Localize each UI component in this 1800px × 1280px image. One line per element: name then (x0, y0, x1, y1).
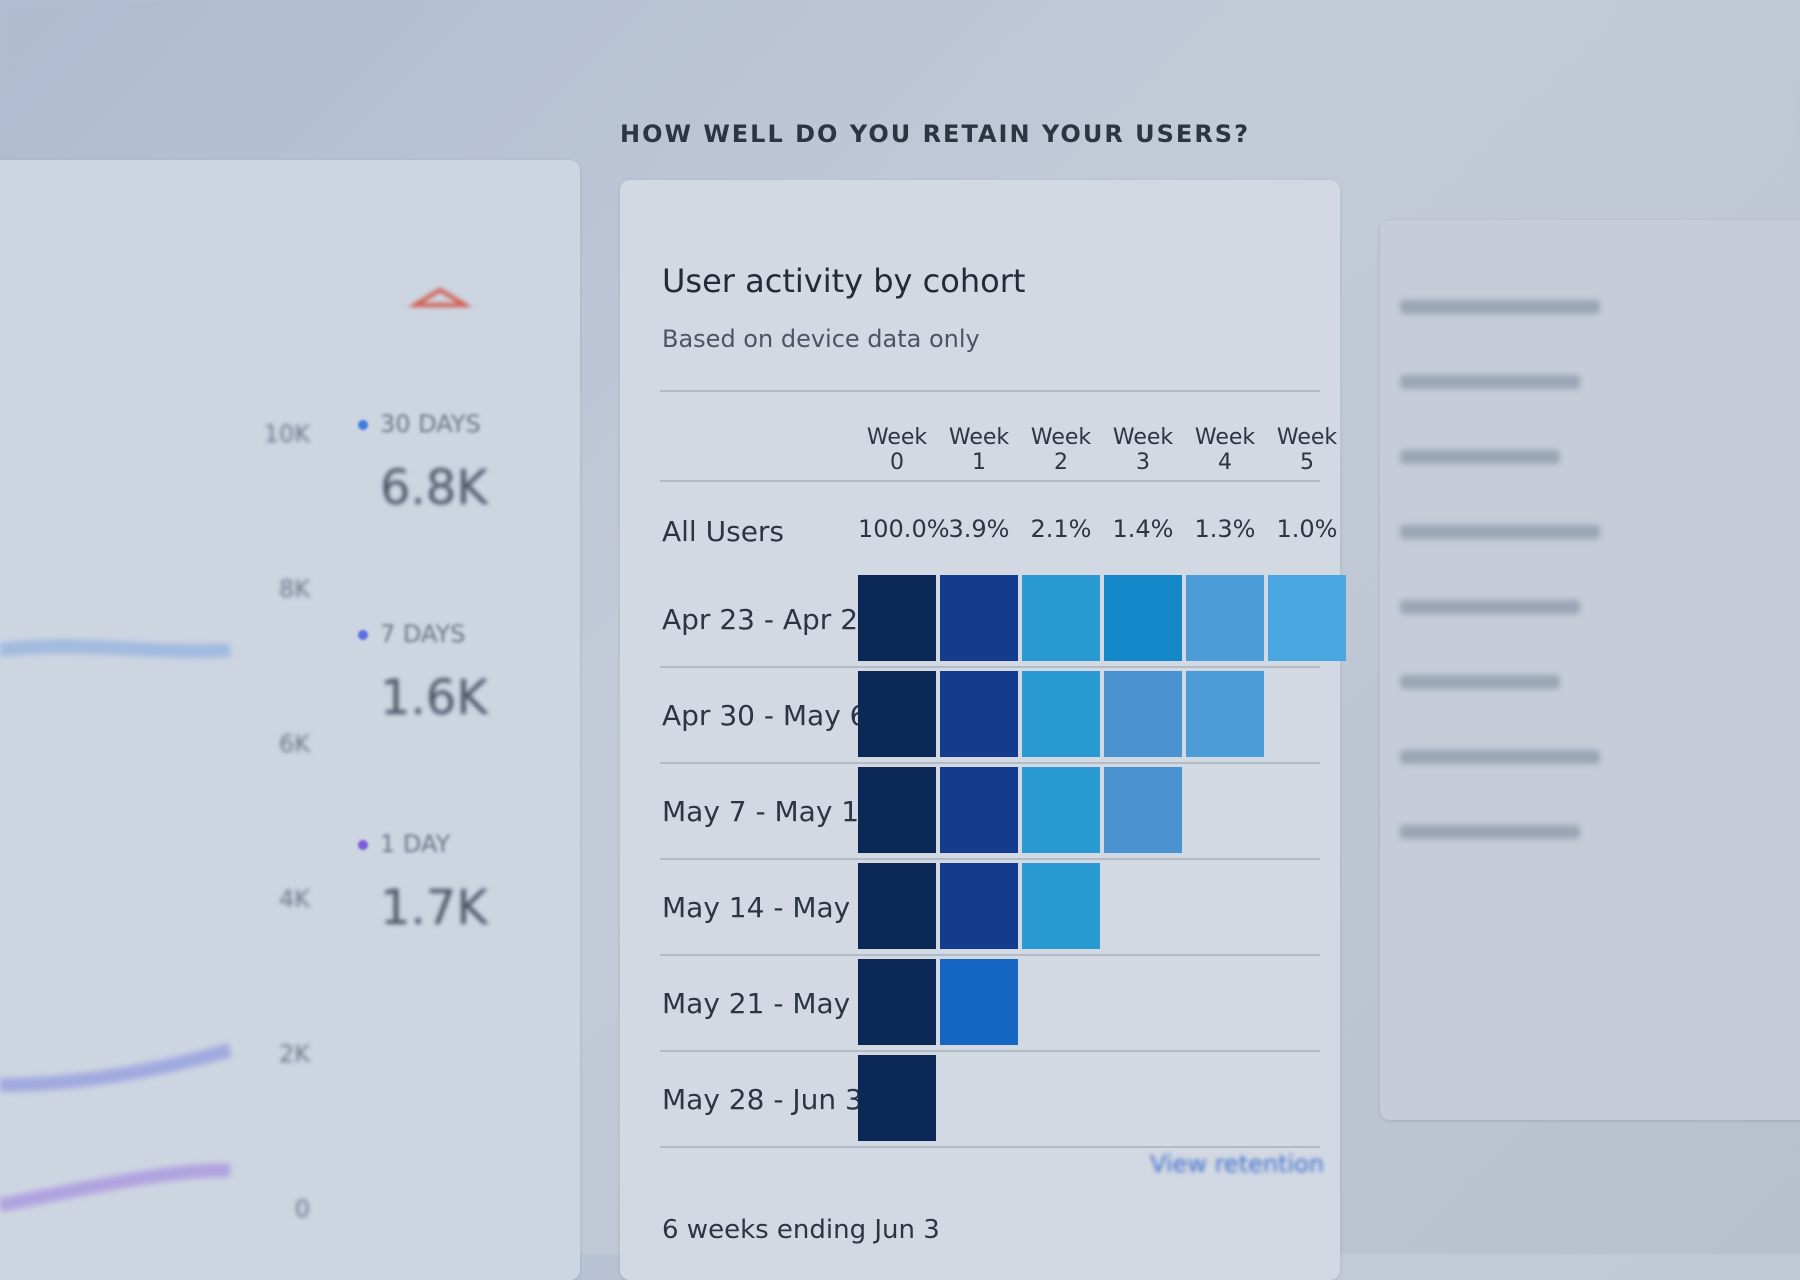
row-label: All Users (662, 515, 785, 548)
divider (660, 762, 1320, 764)
cohort-cell (940, 575, 1018, 661)
trend-line (0, 1163, 231, 1212)
y-tick-label: 6K (278, 730, 310, 758)
cohort-cell (1022, 767, 1100, 853)
y-tick-label: 4K (278, 885, 310, 913)
row-label: Apr 23 - Apr 29 (662, 603, 876, 636)
legend-value: 1.7K (380, 880, 488, 936)
placeholder-line (1400, 525, 1600, 539)
y-tick-label: 2K (278, 1040, 310, 1068)
cohort-cell (858, 767, 936, 853)
side-panel (1380, 220, 1800, 1120)
row-label: May 7 - May 13 (662, 795, 877, 828)
cohort-cell (858, 959, 936, 1045)
retention-value: 1.3% (1194, 515, 1256, 543)
divider (660, 1146, 1320, 1148)
placeholder-line (1400, 750, 1600, 764)
trend-lines (0, 287, 473, 1212)
section-heading: HOW WELL DO YOU RETAIN YOUR USERS? (620, 120, 1251, 148)
cohort-cell (858, 575, 936, 661)
card-title: User activity by cohort (662, 262, 1026, 300)
column-header: Week 5 (1276, 425, 1338, 475)
legend-dot (358, 630, 368, 640)
trend-line (0, 1043, 232, 1092)
placeholder-line (1400, 675, 1560, 689)
cohort-cell (1186, 671, 1264, 757)
placeholder-line (1400, 600, 1580, 614)
placeholder-line (1400, 300, 1600, 314)
legend-value: 1.6K (380, 670, 488, 726)
cohort-cell (1022, 863, 1100, 949)
row-label: Apr 30 - May 6 (662, 699, 868, 732)
retention-value: 100.0% (858, 515, 950, 543)
retention-value: 1.4% (1112, 515, 1174, 543)
card-subtitle: Based on device data only (662, 325, 980, 353)
column-header: Week 4 (1194, 425, 1256, 475)
placeholder-line (1400, 825, 1580, 839)
cohort-cell (858, 671, 936, 757)
cohort-cell (940, 671, 1018, 757)
legend-dot (358, 420, 368, 430)
legend-value: 6.8K (380, 460, 488, 516)
legend-dot (358, 840, 368, 850)
divider (660, 390, 1320, 392)
row-label: May 28 - Jun 3 (662, 1083, 863, 1116)
view-link[interactable]: View retention (1150, 1150, 1325, 1178)
divider (660, 1050, 1320, 1052)
legend-label: 7 DAYS (380, 620, 466, 648)
cohort-cell (1268, 575, 1346, 661)
cohort-cell (940, 959, 1018, 1045)
retention-value: 1.0% (1276, 515, 1338, 543)
y-tick-label: 0 (294, 1195, 310, 1223)
cohort-cell (940, 767, 1018, 853)
legend-label: 1 DAY (380, 830, 451, 858)
cohort-cell (1104, 575, 1182, 661)
y-tick-label: 10K (263, 420, 310, 448)
column-header: Week 0 (866, 425, 928, 475)
placeholder-line (1400, 450, 1560, 464)
cohort-cell (940, 863, 1018, 949)
y-tick-label: 8K (278, 575, 310, 603)
retention-value: 2.1% (1030, 515, 1092, 543)
divider (660, 666, 1320, 668)
cohort-cell (1104, 767, 1182, 853)
legend-label: 30 DAYS (380, 410, 481, 438)
divider (660, 954, 1320, 956)
cohort-cell (858, 1055, 936, 1141)
row-label: May 21 - May 27 (662, 987, 895, 1020)
retention-value: 3.9% (948, 515, 1010, 543)
row-label: May 14 - May 20 (662, 891, 895, 924)
cohort-cell (858, 863, 936, 949)
cohort-cell (1186, 575, 1264, 661)
alert-icon (407, 287, 473, 307)
cohort-cell (1104, 671, 1182, 757)
column-header: Week 1 (948, 425, 1010, 475)
placeholder-line (1400, 375, 1580, 389)
column-header: Week 2 (1030, 425, 1092, 475)
column-header: Week 3 (1112, 425, 1174, 475)
overview-panel (0, 160, 580, 1280)
card-footer: 6 weeks ending Jun 3 (662, 1215, 940, 1245)
divider (660, 480, 1320, 482)
cohort-cell (1022, 671, 1100, 757)
trend-line (0, 639, 231, 659)
cohort-cell (1022, 575, 1100, 661)
divider (660, 858, 1320, 860)
